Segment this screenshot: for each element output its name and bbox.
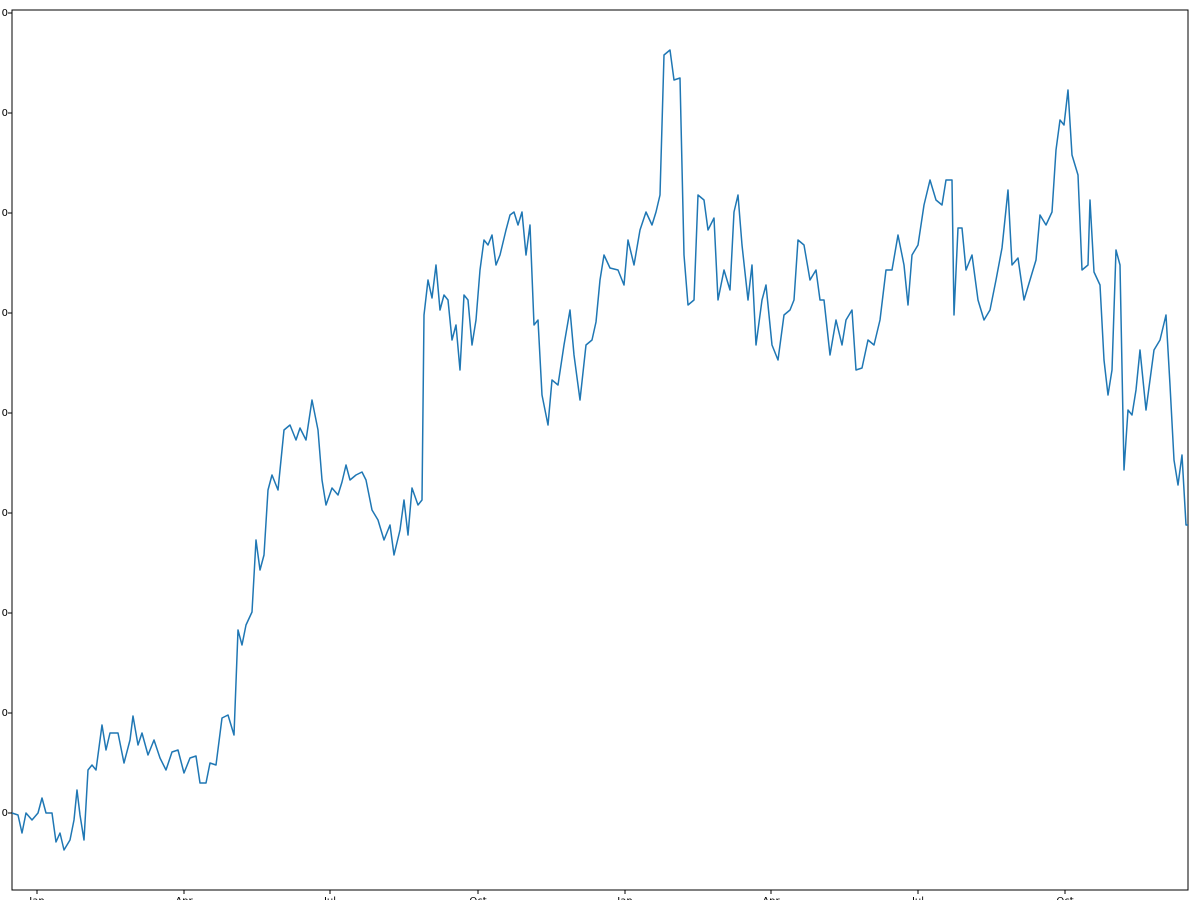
x-tick-label: Jul — [323, 896, 336, 900]
y-tick-label: 0 — [2, 208, 8, 219]
y-tick-label: 0 — [2, 508, 8, 519]
y-tick-label: 0 — [2, 808, 8, 819]
x-tick-label: Apr — [175, 896, 193, 900]
y-tick-label: 0 — [2, 608, 8, 619]
x-tick-label: Jul — [911, 896, 924, 900]
x-tick-label: Oct — [469, 896, 486, 900]
y-tick-label: 0 — [2, 8, 8, 19]
y-tick-label: 0 — [2, 708, 8, 719]
y-tick-label: 0 — [2, 308, 8, 319]
x-tick-label: Oct — [1056, 896, 1073, 900]
x-tick-label: Jan — [616, 896, 632, 900]
x-tick-label: Jan — [28, 896, 44, 900]
x-tick-label: Apr — [762, 896, 780, 900]
plot-frame — [11, 9, 1189, 891]
data-line — [11, 49, 1188, 851]
y-tick-label: 0 — [2, 108, 8, 119]
y-tick-label: 0 — [2, 408, 8, 419]
